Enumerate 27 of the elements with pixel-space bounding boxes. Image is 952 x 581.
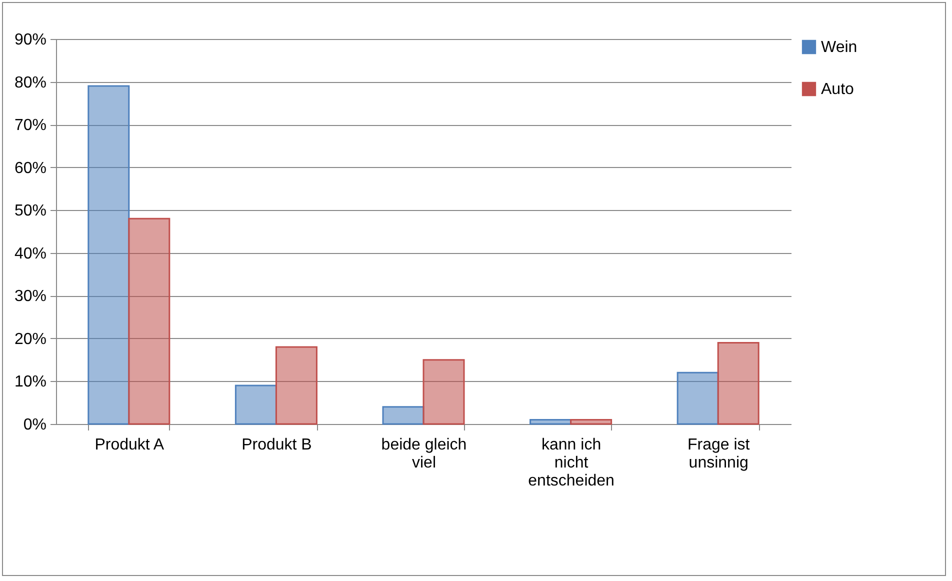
bar [88, 85, 130, 425]
bar [530, 418, 572, 425]
bar [717, 342, 760, 425]
x-tick-label: kann ich nicht entscheiden [528, 436, 614, 490]
bar [570, 418, 612, 425]
bar [382, 406, 424, 425]
x-tick-label: Frage ist unsinnig [687, 436, 750, 472]
legend-label: Auto [821, 81, 854, 98]
bar [234, 384, 277, 425]
y-tick-label: 60% [14, 160, 46, 177]
bar [275, 346, 318, 425]
y-tick-label: 80% [14, 74, 46, 92]
y-tick-label: 40% [14, 245, 46, 262]
bar [128, 218, 170, 425]
x-tick-label: beide gleich viel [381, 436, 467, 472]
y-tick-label: 70% [14, 117, 46, 134]
y-tick-label: 0% [23, 416, 46, 434]
bar [422, 359, 465, 425]
bar [676, 372, 719, 425]
y-tick-label: 50% [14, 202, 46, 220]
x-tick-label: Produkt A [94, 436, 164, 454]
y-tick-label: 30% [14, 288, 46, 306]
y-tick-label: 10% [14, 374, 46, 391]
y-tick-label: 90% [14, 32, 46, 48]
legend-label: Wein [821, 39, 858, 56]
x-tick-label: Produkt B [242, 436, 312, 454]
y-tick-label: 20% [14, 330, 46, 348]
